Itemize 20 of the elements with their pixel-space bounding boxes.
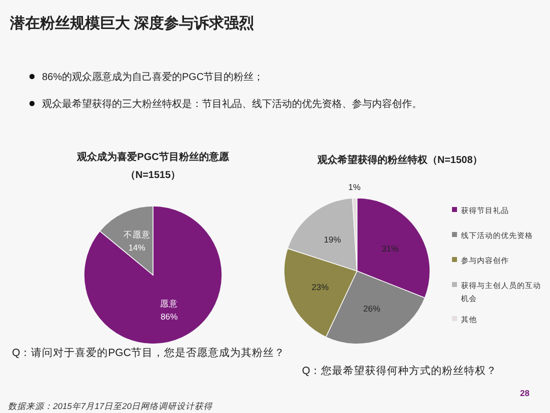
text: Q：请问对于喜爱的PGC节目，您是否愿意成为其粉丝？	[12, 346, 285, 359]
data-label: 31%	[382, 243, 400, 254]
slice-label: 愿意	[160, 298, 178, 308]
pie-slice	[84, 206, 222, 344]
text: 86%的观众愿意成为自己喜爱的PGC节目的粉丝；	[42, 71, 264, 83]
data-label: 26%	[363, 303, 381, 314]
data-label: 1%	[348, 182, 362, 192]
text: 观众最希望获得的三大粉丝特权是：节目礼品、线下活动的优先资格、参与内容创作。	[42, 98, 422, 110]
text: Q：您最希望获得何种方式的粉丝特权？	[302, 364, 498, 377]
slice-label: 不愿意	[123, 230, 150, 240]
chart-title: 观众成为喜爱PGC节目粉丝的意愿	[76, 151, 230, 163]
data-label: 86%	[160, 311, 178, 322]
text: 潜在粉丝规模巨大 深度参与诉求强烈	[9, 14, 254, 32]
data-label: 14%	[128, 242, 146, 253]
chart-subtitle: （N=1515）	[125, 170, 181, 181]
chart-title: 观众希望获得的粉丝特权（N=1508）	[316, 154, 483, 166]
data-label: 19%	[324, 234, 342, 244]
text: 28	[520, 388, 530, 398]
source-note: 数据来源：2015年7月17日至20日网络调研设计获得	[8, 401, 213, 411]
data-label: 23%	[312, 282, 330, 292]
